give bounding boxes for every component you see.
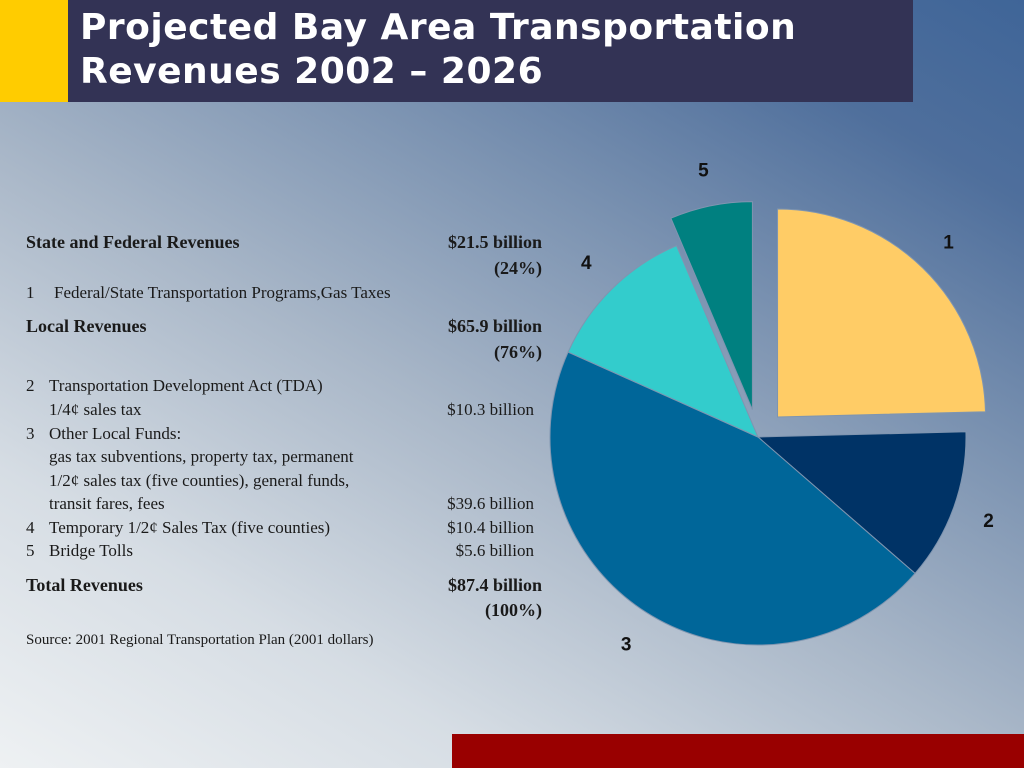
item-3-line-4: transit fares, fees — [49, 494, 165, 513]
pie-label-4: 4 — [581, 253, 592, 274]
total-revenues-amount: $87.4 billion — [447, 575, 542, 595]
local-revenues-label: Local Revenues — [26, 316, 147, 336]
item-5-number: 5 — [26, 541, 35, 560]
red-accent-bar — [452, 734, 1024, 768]
item-2-line-2: 1/4¢ sales tax — [49, 400, 142, 419]
state-federal-pct: (24%) — [494, 258, 542, 278]
item-3-line-3: 1/2¢ sales tax (five counties), general … — [49, 471, 350, 490]
item-4-amount: $10.4 billion — [447, 518, 534, 537]
item-3-line-2: gas tax subventions, property tax, perma… — [49, 447, 354, 466]
item-4-number: 4 — [26, 518, 35, 537]
title-banner: Projected Bay Area Transportation Revenu… — [68, 0, 913, 102]
source-note: Source: 2001 Regional Transportation Pla… — [26, 632, 374, 648]
pie-slice-5 — [670, 201, 753, 410]
pie-label-1: 1 — [943, 233, 954, 254]
page-title-line-1: Projected Bay Area Transportation — [80, 7, 797, 48]
item-1-number: 1 — [26, 283, 35, 302]
item-2-line-1: Transportation Development Act (TDA) — [49, 376, 323, 395]
pie-label-3: 3 — [621, 635, 632, 656]
yellow-accent-bar — [0, 0, 68, 102]
item-3-number: 3 — [26, 424, 35, 443]
total-revenues-pct: (100%) — [485, 600, 542, 620]
state-federal-label: State and Federal Revenues — [26, 232, 240, 252]
item-2-number: 2 — [26, 376, 35, 395]
local-revenues-amount: $65.9 billion — [447, 316, 542, 336]
pie-slice-4 — [567, 244, 759, 438]
pie-label-5: 5 — [698, 161, 709, 182]
item-4-line-1: Temporary 1/2¢ Sales Tax (five counties) — [49, 518, 331, 537]
item-2-amount: $10.3 billion — [447, 400, 534, 419]
item-5-line-1: Bridge Tolls — [49, 541, 133, 560]
state-federal-amount: $21.5 billion — [447, 232, 542, 252]
item-3-amount: $39.6 billion — [447, 494, 534, 513]
pie-slice-2 — [756, 431, 967, 575]
item-1-text: Federal/State Transportation Programs,Ga… — [54, 283, 391, 302]
pie-slice-3 — [549, 351, 916, 646]
pie-slice-1 — [777, 208, 986, 418]
item-5-amount: $5.6 billion — [455, 541, 534, 560]
page-title-line-2: Revenues 2002 – 2026 — [80, 51, 544, 92]
item-3-line-1: Other Local Funds: — [49, 424, 182, 443]
total-revenues-label: Total Revenues — [26, 575, 143, 595]
pie-label-2: 2 — [983, 511, 994, 532]
local-revenues-pct: (76%) — [494, 342, 542, 362]
